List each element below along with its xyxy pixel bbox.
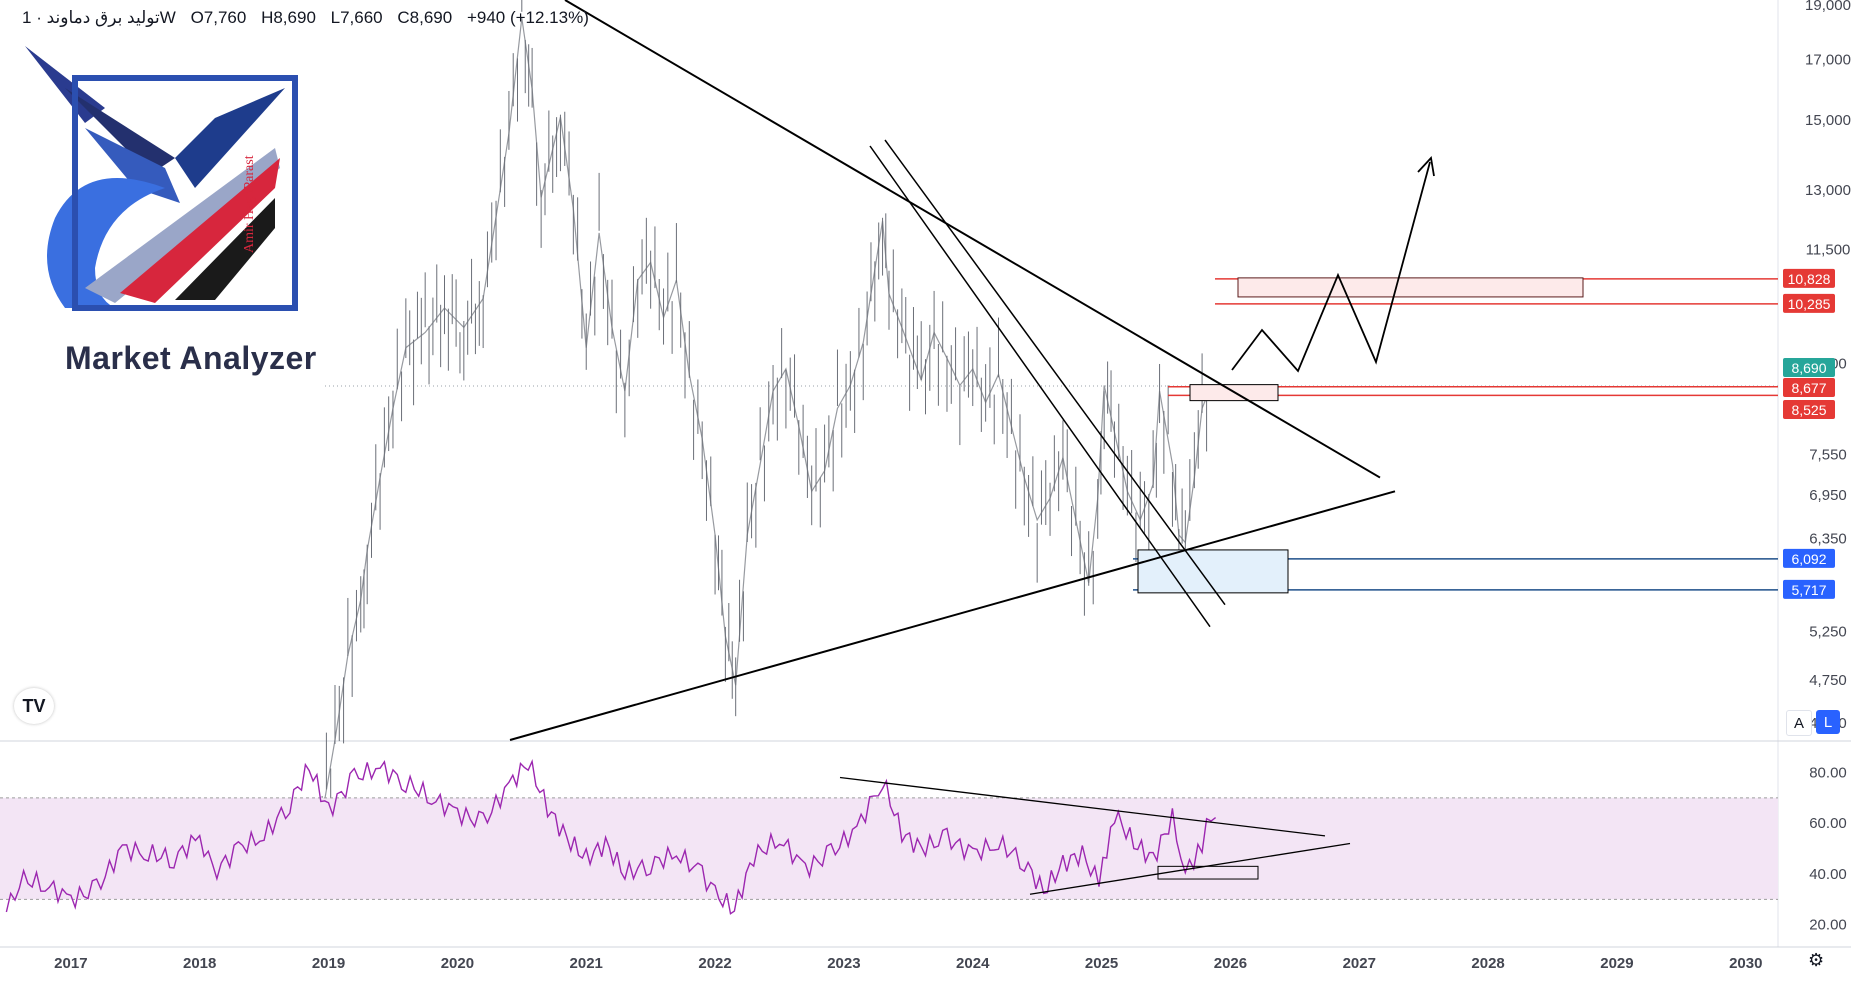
price-tag-label: 5,717 [1791, 582, 1826, 598]
price-tag-red [1783, 378, 1835, 397]
time-tick-label: 2023 [827, 955, 860, 972]
tradingview-logo[interactable]: TV [14, 688, 54, 724]
auto-scale-button[interactable]: A [1786, 710, 1812, 736]
triangle-upper-line [564, 0, 1381, 479]
time-tick-label: 2020 [441, 955, 474, 972]
price-tick-label: 13,000 [1805, 182, 1851, 199]
price-tick-label: 6,350 [1809, 531, 1847, 548]
time-tick-label: 2024 [956, 955, 990, 972]
resistance-zone [1237, 277, 1584, 298]
settings-gear-icon[interactable]: ⚙ [1808, 950, 1825, 970]
rsi-lower-trendline [1029, 842, 1351, 895]
price-tick-label: 4,750 [1809, 672, 1847, 689]
projection-path [1231, 161, 1431, 373]
time-tick-label: 2019 [312, 955, 345, 972]
rsi-tick-label: 20.00 [1809, 917, 1847, 934]
price-tag-red [1783, 400, 1835, 419]
price-tag-blue [1783, 579, 1835, 599]
time-tick-label: 2030 [1729, 955, 1762, 972]
price-tag-label: 10,285 [1788, 296, 1831, 312]
logo-author: Amir HaghParast [242, 155, 257, 253]
time-tick-label: 2026 [1214, 955, 1247, 972]
time-tick-label: 2029 [1600, 955, 1633, 972]
price-tag-green [1783, 358, 1835, 377]
price-tick-label: 17,000 [1805, 51, 1851, 68]
rsi-band [0, 797, 1778, 900]
time-tick-label: 2021 [570, 955, 603, 972]
price-tick-label: 19,000 [1805, 0, 1851, 14]
price-tick-label: 11,500 [1806, 242, 1851, 259]
channel-line-upper [869, 145, 1211, 628]
price-tick-label: 5,250 [1809, 623, 1847, 640]
tradingview-logo-text: TV [22, 695, 46, 716]
time-tick-label: 2018 [183, 955, 216, 972]
time-tick-label: 2025 [1085, 955, 1118, 972]
price-tag-label: 6,092 [1791, 551, 1826, 567]
time-tick-label: 2028 [1471, 955, 1504, 972]
price-tag-red [1783, 268, 1835, 288]
log-scale-button[interactable]: L [1816, 710, 1840, 734]
rsi-box [1157, 865, 1259, 880]
projection-arrow-head [1417, 156, 1435, 177]
price-tag-label: 8,690 [1791, 360, 1826, 376]
price-tick-label: 15,000 [1805, 112, 1851, 129]
time-tick-label: 2017 [54, 955, 87, 972]
symbol-header: تولید برق دماوند · 1W O7,760 H8,690 L7,6… [22, 8, 589, 28]
logo-brand-text: Market Analyzer [65, 340, 317, 376]
price-tag-label: 8,677 [1791, 380, 1826, 396]
symbol-name: تولید برق دماوند · 1W [22, 8, 176, 27]
price-tag-label: 10,828 [1788, 271, 1831, 287]
time-tick-label: 2022 [698, 955, 731, 972]
price-path [321, 17, 1212, 816]
channel-line-lower [884, 139, 1226, 606]
price-tick-label: 7,550 [1809, 446, 1847, 463]
rsi-line [5, 758, 1217, 915]
market-analyzer-logo: Amir HaghParast [25, 46, 298, 311]
price-tag-label: 8,525 [1791, 402, 1826, 418]
rsi-tick-label: 80.00 [1809, 764, 1847, 781]
price-tick-label: 6,950 [1809, 487, 1847, 504]
rsi-tick-label: 60.00 [1809, 815, 1847, 832]
close-value: C8,690 [397, 8, 453, 27]
change-value: +940 (+12.13%) [466, 8, 589, 27]
low-value: L7,660 [330, 8, 383, 27]
time-tick-label: 2027 [1343, 955, 1376, 972]
rsi-upper-trendline [839, 776, 1326, 837]
open-value: O7,760 [190, 8, 247, 27]
high-value: H8,690 [261, 8, 316, 27]
triangle-lower-line [509, 490, 1396, 741]
price-tag-blue [1783, 548, 1835, 568]
price-tag-red [1783, 293, 1835, 313]
rsi-tick-label: 40.00 [1809, 866, 1847, 883]
